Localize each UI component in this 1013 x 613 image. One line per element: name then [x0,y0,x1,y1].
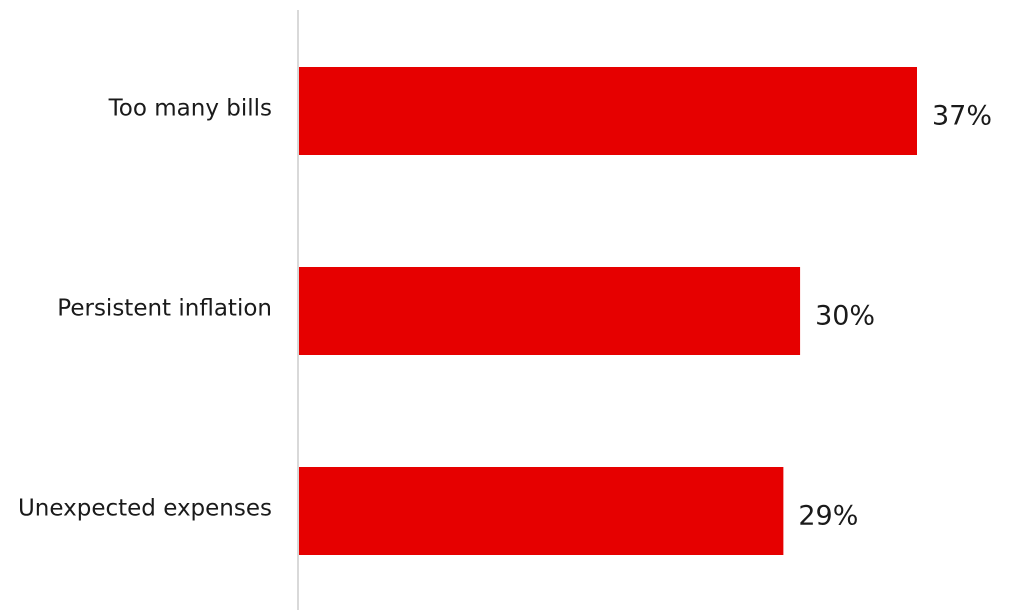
bar-2 [299,267,801,355]
value-label-1: 37% [932,101,992,132]
bar-3 [299,467,784,555]
value-label-2: 30% [815,301,875,332]
bars-group [299,67,917,555]
bar-1 [299,67,917,155]
category-label-1: Too many bills [108,96,272,122]
value-label-3: 29% [798,501,858,532]
category-label-3: Unexpected expenses [18,496,272,522]
category-label-2: Persistent inflation [57,296,272,322]
category-labels-group: Too many bills Persistent inflation Unexpe… [18,96,272,522]
value-labels-group: 37% 30% 29% [798,101,992,532]
